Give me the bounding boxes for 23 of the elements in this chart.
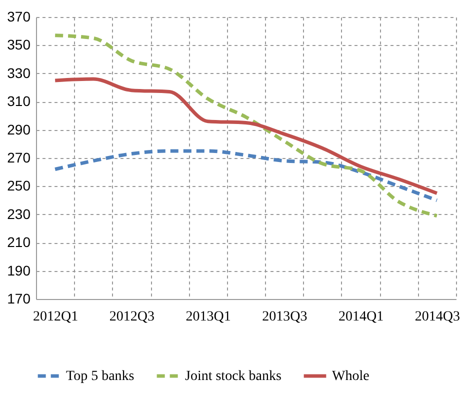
y-tick-label: 330 — [7, 64, 31, 81]
legend-label: Joint stock banks — [185, 369, 282, 384]
x-tick-label: 2013Q1 — [186, 310, 231, 324]
y-tick-label: 270 — [7, 150, 31, 166]
y-tick-label: 170 — [7, 290, 31, 306]
x-tick-label: 2014Q1 — [338, 310, 384, 324]
x-tick-label: 2013Q3 — [262, 310, 308, 324]
y-tick-label: 290 — [7, 121, 31, 138]
y-tick-label: 190 — [7, 262, 31, 278]
line-series — [53, 34, 439, 218]
y-tick-label: 350 — [7, 36, 31, 53]
line-series — [53, 149, 439, 202]
y-tick-label: 250 — [7, 178, 31, 194]
y-tick-label: 370 — [7, 8, 31, 24]
x-tick-label: 2012Q1 — [33, 310, 78, 324]
line-series — [53, 77, 439, 195]
y-tick-label: 310 — [7, 93, 31, 110]
legend-label: Top 5 banks — [66, 369, 134, 384]
y-tick-label: 230 — [7, 206, 31, 222]
x-tick-label: 2012Q3 — [109, 310, 155, 324]
y-tick-label: 210 — [7, 234, 31, 250]
legend-label: Whole — [332, 369, 370, 384]
x-tick-label: 2014Q3 — [414, 310, 460, 324]
